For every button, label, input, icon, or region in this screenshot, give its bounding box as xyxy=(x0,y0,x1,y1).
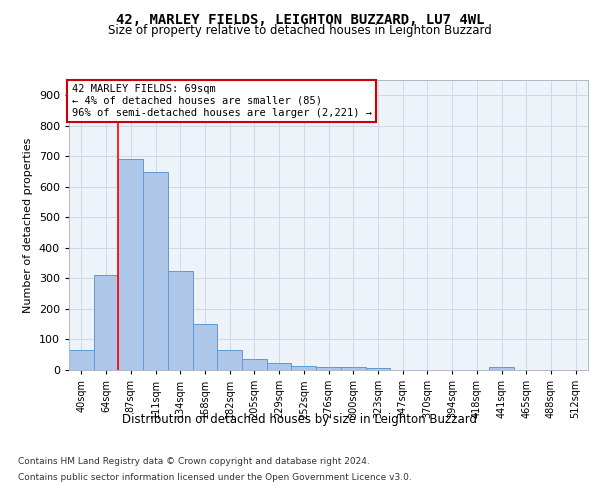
Text: Size of property relative to detached houses in Leighton Buzzard: Size of property relative to detached ho… xyxy=(108,24,492,37)
Text: 42 MARLEY FIELDS: 69sqm
← 4% of detached houses are smaller (85)
96% of semi-det: 42 MARLEY FIELDS: 69sqm ← 4% of detached… xyxy=(71,84,371,117)
Text: Contains HM Land Registry data © Crown copyright and database right 2024.: Contains HM Land Registry data © Crown c… xyxy=(18,458,370,466)
Bar xyxy=(242,360,267,370)
Bar xyxy=(365,368,390,370)
Bar xyxy=(267,364,292,370)
Bar xyxy=(94,276,118,370)
Bar xyxy=(69,350,94,370)
Bar xyxy=(168,271,193,370)
Y-axis label: Number of detached properties: Number of detached properties xyxy=(23,138,33,312)
Bar xyxy=(217,350,242,370)
Bar xyxy=(489,367,514,370)
Text: Distribution of detached houses by size in Leighton Buzzard: Distribution of detached houses by size … xyxy=(122,412,478,426)
Bar xyxy=(316,367,341,370)
Bar xyxy=(292,366,316,370)
Bar xyxy=(341,367,365,370)
Bar xyxy=(193,324,217,370)
Bar xyxy=(118,160,143,370)
Text: Contains public sector information licensed under the Open Government Licence v3: Contains public sector information licen… xyxy=(18,472,412,482)
Bar xyxy=(143,172,168,370)
Text: 42, MARLEY FIELDS, LEIGHTON BUZZARD, LU7 4WL: 42, MARLEY FIELDS, LEIGHTON BUZZARD, LU7… xyxy=(116,12,484,26)
